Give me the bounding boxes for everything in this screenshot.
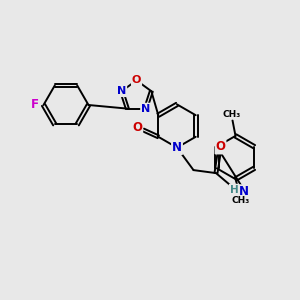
- Text: O: O: [215, 140, 226, 154]
- Text: N: N: [239, 185, 249, 198]
- Text: O: O: [132, 121, 142, 134]
- Text: CH₃: CH₃: [232, 196, 250, 205]
- Text: N: N: [141, 103, 150, 114]
- Text: N: N: [172, 141, 182, 154]
- Text: F: F: [31, 98, 38, 112]
- Text: O: O: [132, 75, 141, 85]
- Text: N: N: [117, 86, 126, 96]
- Text: CH₃: CH₃: [223, 110, 241, 119]
- Text: H: H: [230, 184, 238, 195]
